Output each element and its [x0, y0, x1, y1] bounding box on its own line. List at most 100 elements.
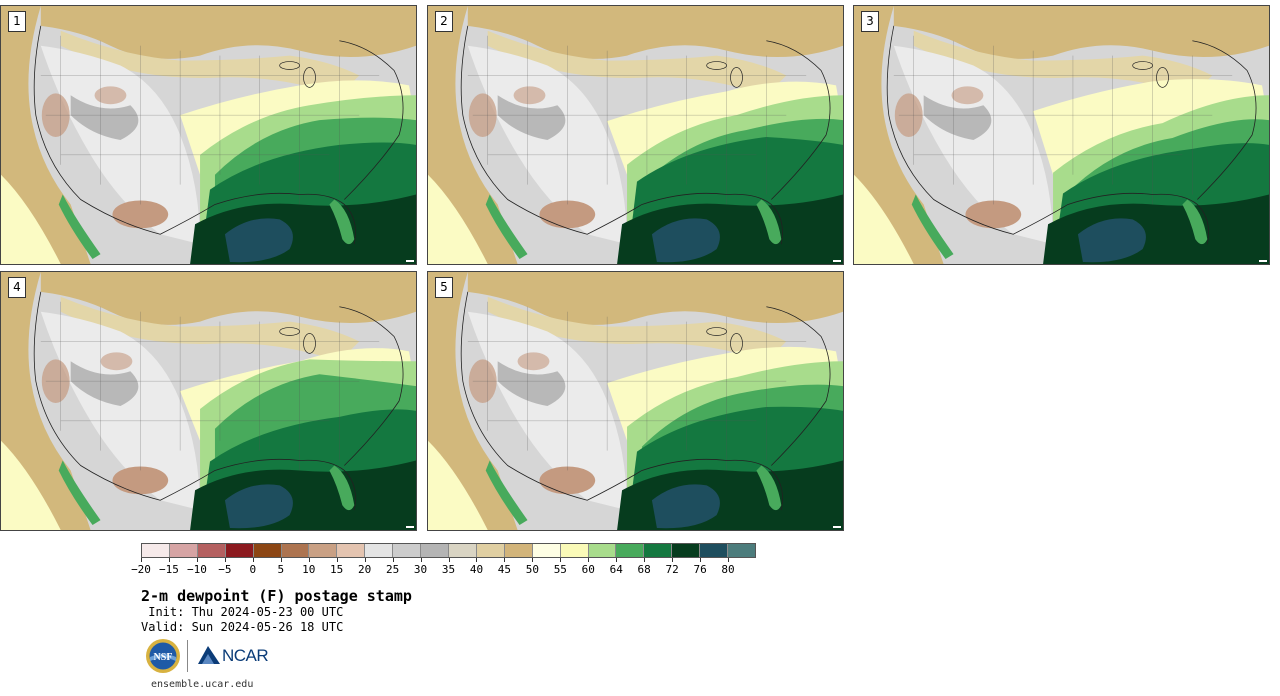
colorbar-tick-mark [196, 558, 198, 562]
colorbar-swatch [644, 544, 673, 557]
desert-dry-spot [112, 466, 169, 495]
florida-peninsula [1182, 199, 1208, 245]
mexico-coastal-humid-strip [58, 194, 101, 260]
colorbar-tick-mark [336, 558, 338, 562]
corner-mark [833, 526, 841, 528]
stamp-panel-5: 5 [427, 271, 844, 531]
plot-title: 2-m dewpoint (F) postage stamp [141, 587, 412, 605]
northern-plains-region [60, 30, 360, 96]
colorbar-tick-mark [644, 558, 646, 562]
colorbar-swatch [337, 544, 366, 557]
colorbar-tick-label: 35 [441, 563, 456, 576]
colorbar-tick-label: −10 [186, 563, 207, 576]
desert-dry-spot [539, 466, 596, 495]
colorbar-tick-label: 40 [469, 563, 484, 576]
great-basin-region [893, 45, 1054, 245]
stamp-panel-1: 1 [0, 5, 417, 265]
dewpoint-map [854, 6, 1269, 264]
desert-dry-spot [539, 200, 596, 229]
nsf-logo-icon: NSF [146, 639, 180, 673]
colorbar-swatch [309, 544, 338, 557]
colorbar-swatch [365, 544, 394, 557]
colorbar-tick-label: −5 [218, 563, 232, 576]
stamp-panel-3: 3 [853, 5, 1270, 265]
colorbar-tick-mark [448, 558, 450, 562]
great-lakes-outline [730, 67, 743, 88]
colorbar-swatch [393, 544, 422, 557]
colorbar-ticks: −20 −15 −10 −5 0 5 10 15 20 25 30 35 40 45 50 55 60 64 68 7… [131, 558, 756, 580]
great-basin-region [467, 311, 628, 511]
northern-plains-region [60, 296, 360, 362]
colorbar-tick-mark [700, 558, 702, 562]
eastern-pacific-moist-region [1, 440, 61, 530]
colorbar-tick-mark [560, 558, 562, 562]
eastern-pacific-moist-region [1, 174, 61, 264]
panel-number: 5 [435, 277, 453, 298]
canada-dry-region [40, 272, 416, 325]
eastern-pacific-moist-region [854, 174, 914, 264]
coastline [460, 291, 831, 511]
colorbar-tick-label: 76 [693, 563, 707, 576]
colorbar-tick-mark [364, 558, 366, 562]
colorbar-swatch [504, 544, 533, 557]
corner-mark [406, 526, 414, 528]
colorbar-swatch [476, 544, 505, 557]
colorbar-tick-label: 15 [330, 563, 344, 576]
great-basin-region [40, 311, 201, 511]
northern-plains-region [487, 296, 787, 362]
colorbar-tick-mark [168, 558, 170, 562]
rockies-region [70, 361, 139, 406]
panel-number: 4 [8, 277, 26, 298]
colorbar-tick-label: 30 [413, 563, 428, 576]
colorbar-swatch [281, 544, 310, 557]
dewpoint-map [428, 272, 843, 530]
great-lakes-outline [706, 61, 727, 70]
pacific-ocean-region [1, 6, 91, 264]
colorbar-swatch [728, 544, 755, 557]
eastern-pacific-moist-region [428, 174, 488, 264]
colorbar-swatch [421, 544, 449, 557]
logo-divider [187, 640, 188, 672]
colorbar-tick-mark [588, 558, 590, 562]
colorbar-tick-mark [616, 558, 618, 562]
canada-dry-region [40, 6, 416, 59]
colorbar-tick-mark [672, 558, 674, 562]
mexico-coastal-humid-strip [58, 460, 101, 526]
great-lakes-outline [1132, 61, 1153, 70]
corner-mark [833, 260, 841, 262]
gulf-of-mexico-core [224, 218, 293, 263]
rockies-region [497, 95, 566, 140]
colorbar-tick-label: 0 [249, 563, 257, 576]
northern-plains-region [487, 30, 787, 96]
canada-dry-region [467, 6, 843, 59]
colorbar-tick-mark [476, 558, 478, 562]
ncar-logo-icon [198, 646, 220, 664]
great-lakes-outline [730, 333, 743, 354]
great-lakes-outline [706, 327, 727, 336]
colorbar-tick-label: 64 [609, 563, 623, 576]
great-lakes-outline [279, 327, 300, 336]
colorbar-tick-label: 72 [665, 563, 679, 576]
florida-peninsula [329, 465, 355, 511]
great-basin-region [40, 45, 201, 245]
stamp-panel-2: 2 [427, 5, 844, 265]
colorbar-swatch [532, 544, 561, 557]
site-url: ensemble.ucar.edu [151, 679, 254, 690]
pacific-ocean-region [1, 272, 91, 530]
colorbar-swatch [560, 544, 589, 557]
rockies-region [497, 361, 566, 406]
colorbar-tick-label: 5 [277, 563, 285, 576]
canada-dry-region [467, 272, 843, 325]
colorbar-tick-label: −15 [159, 563, 179, 576]
pacific-ocean-region [428, 6, 518, 264]
florida-peninsula [756, 199, 782, 245]
desert-dry-spot [112, 200, 169, 229]
desert-dry-spot [965, 200, 1022, 229]
desert-dry-spot [951, 86, 984, 105]
great-lakes-outline [303, 67, 316, 88]
great-lakes-outline [279, 61, 300, 70]
rockies-region [923, 95, 992, 140]
colorbar-tick-label: 55 [553, 563, 567, 576]
florida-peninsula [756, 465, 782, 511]
mexico-coastal-humid-strip [911, 194, 954, 260]
